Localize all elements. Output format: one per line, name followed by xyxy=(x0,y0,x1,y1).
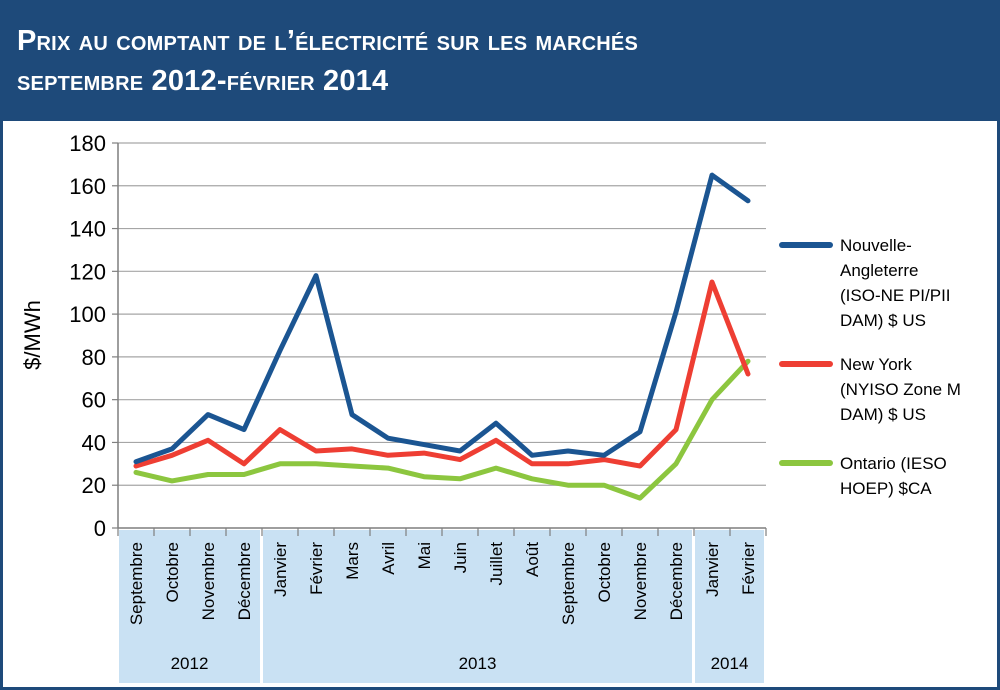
series-lines xyxy=(133,172,751,501)
year-label-2014: 2014 xyxy=(711,654,749,673)
x-tick-label: Février xyxy=(739,542,758,595)
x-tick-label: Mai xyxy=(415,542,434,569)
y-tick-label-120: 120 xyxy=(69,259,106,284)
y-tick-label-140: 140 xyxy=(69,217,106,242)
title-bar: Prix au comptant de l’électricité sur le… xyxy=(3,3,997,121)
x-tick-label: Novembre xyxy=(631,542,650,620)
x-tick-label: Juillet xyxy=(487,542,506,586)
year-band-2014 xyxy=(695,530,764,683)
x-tick-label: Octobre xyxy=(163,542,182,602)
y-tick-label-60: 60 xyxy=(82,388,106,413)
legend-label: HOEP) $CA xyxy=(840,479,932,498)
year-bands: 2012 2013 2014 xyxy=(119,530,764,683)
legend-label: (NYISO Zone M xyxy=(840,380,961,399)
y-tick-label-20: 20 xyxy=(82,473,106,498)
legend-label: Angleterre xyxy=(840,261,918,280)
year-band-2012 xyxy=(119,530,260,683)
y-tick-label-40: 40 xyxy=(82,430,106,455)
x-tick-label: Décembre xyxy=(667,542,686,620)
y-tick-label-160: 160 xyxy=(69,174,106,199)
y-axis-title: $/MWh xyxy=(20,300,45,370)
x-tick-label: Janvier xyxy=(703,542,722,597)
legend-label: Ontario (IESO xyxy=(840,454,947,473)
axes xyxy=(112,142,767,536)
series-line-2 xyxy=(133,358,751,501)
gridlines xyxy=(118,142,766,486)
x-tick-label: Mars xyxy=(343,542,362,580)
x-tick-label: Juin xyxy=(451,542,470,573)
y-tick-label-100: 100 xyxy=(69,302,106,327)
legend-label: New York xyxy=(840,355,912,374)
x-tick-label: Novembre xyxy=(199,542,218,620)
x-tick-labels: Septembre Octobre Novembre Décembre Janvier F… xyxy=(127,542,758,626)
legend-label: DAM) $ US xyxy=(840,405,926,424)
series-line-0 xyxy=(133,172,751,465)
legend-label: (ISO-NE PI/PII xyxy=(840,286,951,305)
y-tick-label-180: 180 xyxy=(69,131,106,156)
chart-title-line-1: Prix au comptant de l’électricité sur le… xyxy=(17,25,639,57)
x-tick-label: Septembre xyxy=(127,542,146,625)
x-tick-label: Septembre xyxy=(559,542,578,625)
y-tick-label-0: 0 xyxy=(94,516,106,541)
series-line-1 xyxy=(133,279,751,469)
x-tick-label: Avril xyxy=(379,542,398,575)
x-tick-label: Août xyxy=(523,542,542,577)
legend: Nouvelle- Angleterre (ISO-NE PI/PII DAM) $ … xyxy=(779,236,961,498)
legend-label: DAM) $ US xyxy=(840,311,926,330)
y-tick-label-80: 80 xyxy=(82,345,106,370)
year-label-2012: 2012 xyxy=(171,654,209,673)
year-label-2013: 2013 xyxy=(459,654,497,673)
x-tick-label: Décembre xyxy=(235,542,254,620)
x-tick-label: Février xyxy=(307,542,326,595)
x-tick-label: Janvier xyxy=(271,542,290,597)
chart-title-line-2: septembre 2012-février 2014 xyxy=(17,65,389,97)
year-band-2013 xyxy=(263,530,692,683)
legend-label: Nouvelle- xyxy=(840,236,912,255)
y-tick-labels: 0 20 40 60 80 100 120 140 160 180 xyxy=(69,131,106,541)
x-tick-label: Octobre xyxy=(595,542,614,602)
